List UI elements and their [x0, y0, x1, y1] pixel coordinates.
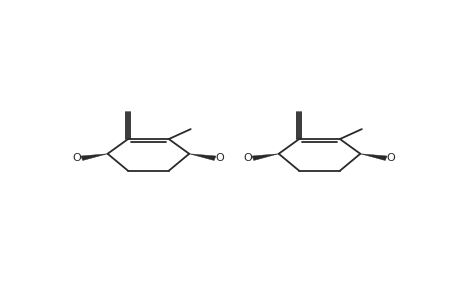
Polygon shape: [359, 154, 386, 160]
Polygon shape: [252, 154, 278, 160]
Text: O: O: [386, 153, 395, 163]
Text: O: O: [72, 153, 81, 163]
Text: O: O: [243, 153, 252, 163]
Polygon shape: [189, 154, 215, 160]
Text: O: O: [215, 153, 224, 163]
Polygon shape: [81, 154, 107, 160]
